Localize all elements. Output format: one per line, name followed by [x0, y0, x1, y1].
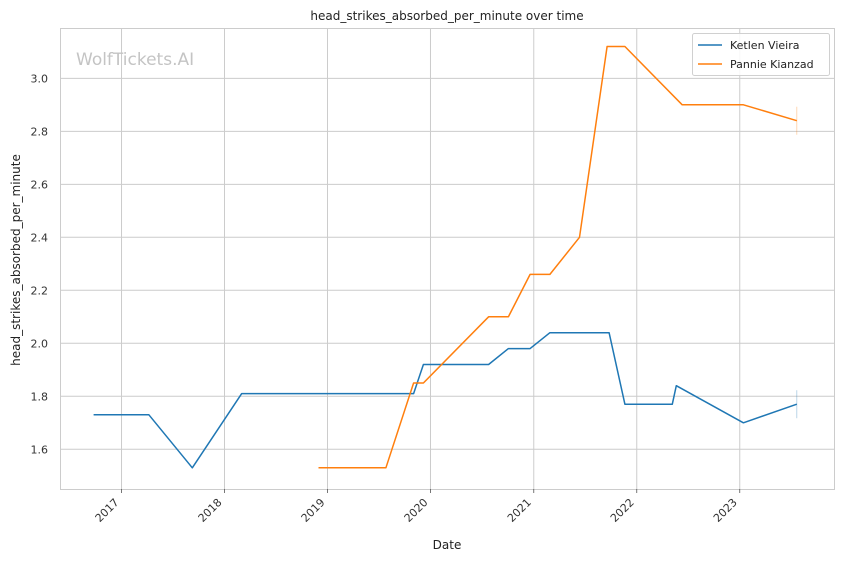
- plot-frame: [60, 28, 835, 490]
- y-tick-label: 3.0: [31, 72, 49, 85]
- y-axis-ticks: 1.6 1.8 2.0 2.2 2.4 2.6 2.8 3.0: [31, 72, 49, 456]
- legend-box: [692, 33, 830, 76]
- legend: Ketlen Vieira Pannie Kianzad: [692, 33, 830, 76]
- y-tick-label: 1.6: [31, 443, 49, 456]
- legend-label-pannie-kianzad: Pannie Kianzad: [730, 58, 814, 71]
- series-line-pannie-kianzad: [318, 45, 798, 469]
- x-axis-label: Date: [433, 538, 462, 552]
- y-tick-label: 2.6: [31, 178, 49, 191]
- y-tick-label: 1.8: [31, 390, 49, 403]
- y-tick-label: 2.2: [31, 284, 49, 297]
- chart-title: head_strikes_absorbed_per_minute over ti…: [310, 9, 583, 23]
- y-tick-label: 2.0: [31, 337, 49, 350]
- legend-label-ketlen-vieira: Ketlen Vieira: [730, 39, 799, 52]
- y-tick-label: 2.8: [31, 125, 49, 138]
- y-tick-label: 2.4: [31, 231, 49, 244]
- watermark: WolfTickets.AI: [76, 50, 194, 70]
- grid-lines: [60, 28, 834, 489]
- y-axis-label: head_strikes_absorbed_per_minute: [9, 154, 23, 366]
- series-line-ketlen-vieira: [93, 331, 798, 469]
- series-layer: [93, 45, 798, 469]
